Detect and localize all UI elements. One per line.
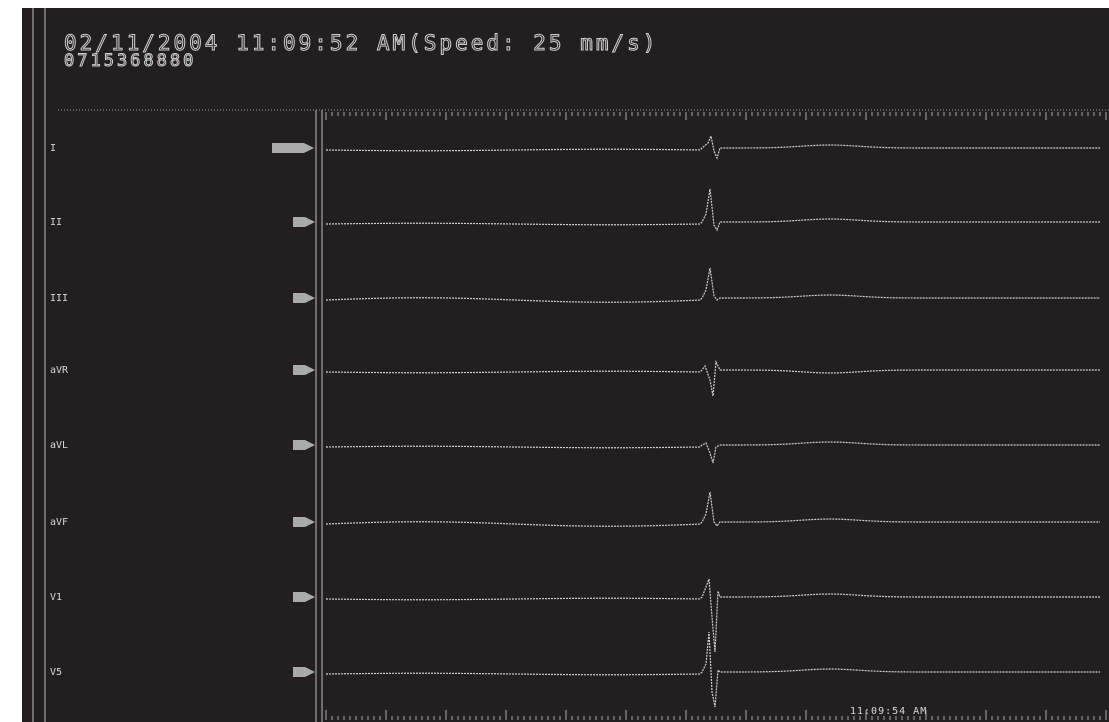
ruler-ticks: [325, 112, 1107, 120]
lead-label: V1: [50, 592, 62, 603]
lead-marker: [293, 365, 315, 375]
lead-marker: [293, 217, 315, 227]
lead-marker: [293, 667, 315, 677]
ecg-trace: [325, 133, 1100, 160]
lead-label: aVL: [50, 440, 68, 451]
ecg-trace: [325, 267, 1100, 303]
time-ruler: [325, 112, 1107, 120]
lead-label: II: [50, 217, 62, 228]
ecg-trace: [325, 578, 1100, 653]
ecg-trace: [325, 491, 1100, 527]
lead-marker: [293, 293, 315, 303]
lead-marker: [293, 440, 315, 450]
patient-id: 0715368880: [64, 51, 196, 71]
lead-label: V5: [50, 667, 62, 678]
footer-time: 11:09:54 AM: [850, 706, 927, 717]
ecg-trace: [325, 188, 1100, 232]
ecg-trace: [325, 359, 1100, 397]
record-title: 02/11/2004 11:09:52 AM(Speed: 25 mm/s): [64, 31, 658, 55]
ecg-trace: [325, 441, 1100, 464]
lead-label: aVF: [50, 517, 68, 528]
lead-label: aVR: [50, 365, 69, 376]
lead-label: I: [50, 143, 56, 154]
lead-marker: [272, 143, 314, 153]
lead-label: III: [50, 293, 68, 304]
background: [22, 8, 1109, 722]
ruler-ticks: [325, 710, 1107, 720]
ecg-trace: [325, 631, 1100, 708]
lead-marker: [293, 517, 315, 527]
lead-marker: [293, 592, 315, 602]
